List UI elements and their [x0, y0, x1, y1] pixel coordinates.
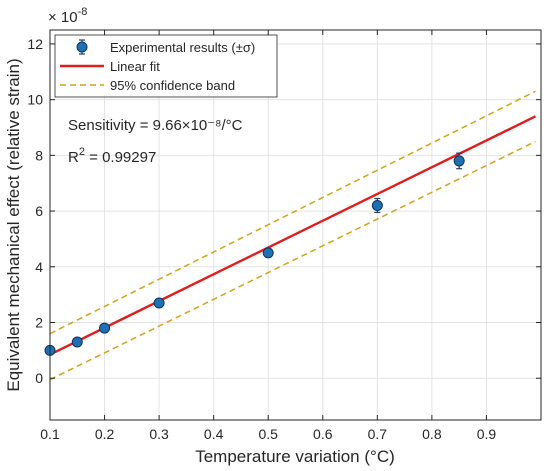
y-tick-label: 12 [27, 36, 43, 52]
legend-marker-swatch [76, 41, 88, 53]
x-tick-label: 0.3 [149, 426, 169, 442]
plot-area [44, 90, 537, 381]
x-tick-label: 0.6 [313, 426, 333, 442]
y-tick-label: 2 [35, 315, 43, 331]
x-tick-label: 0.1 [40, 426, 60, 442]
data-point [453, 155, 465, 167]
y-axis-label: Equivalent mechanical effect (relative s… [4, 58, 23, 391]
sensitivity-annotation: Sensitivity = 9.66×10⁻⁸/°C [68, 117, 243, 134]
y-tick-label: 8 [35, 147, 43, 163]
data-point [262, 247, 274, 259]
legend-label-linear-fit: Linear fit [110, 59, 160, 74]
data-point [371, 200, 383, 211]
r2-annotation: R2 = 0.99297 [68, 146, 156, 166]
x-axis-label: Temperature variation (°C) [195, 447, 395, 466]
y-tick-label: 6 [35, 203, 43, 219]
data-point [71, 336, 83, 348]
x-tick-label: 0.7 [368, 426, 388, 442]
y-tick-label: 4 [35, 259, 43, 275]
ticks: 0.1 0.2 0.3 0.4 0.5 0.6 0.7 0.8 0.9 0 2 4 6 8 10 12 [27, 30, 541, 442]
x-tick-label: 0.4 [204, 426, 224, 442]
legend-item-linear-fit: Linear fit [60, 59, 160, 74]
x-tick-label: 0.8 [422, 426, 442, 442]
y-tick-label: 0 [35, 370, 43, 386]
legend-label-experimental: Experimental results (±σ) [110, 40, 255, 55]
axes-frame [49, 29, 542, 421]
linear-fit-line [49, 115, 537, 356]
legend-item-experimental: Experimental results (±σ) [76, 39, 255, 55]
confidence-band-upper [49, 90, 536, 335]
data-point [153, 297, 165, 309]
y-exponent-label: × 10-8 [48, 6, 87, 26]
data-point [99, 322, 111, 334]
x-tick-label: 0.9 [477, 426, 497, 442]
x-tick-label: 0.5 [258, 426, 278, 442]
legend: Experimental results (±σ) Linear fit 95%… [54, 34, 278, 98]
y-tick-label: 10 [27, 92, 43, 108]
confidence-band-lower [49, 140, 536, 381]
legend-label-confidence: 95% confidence band [110, 78, 235, 93]
legend-item-confidence: 95% confidence band [60, 78, 235, 93]
x-tick-label: 0.2 [95, 426, 115, 442]
